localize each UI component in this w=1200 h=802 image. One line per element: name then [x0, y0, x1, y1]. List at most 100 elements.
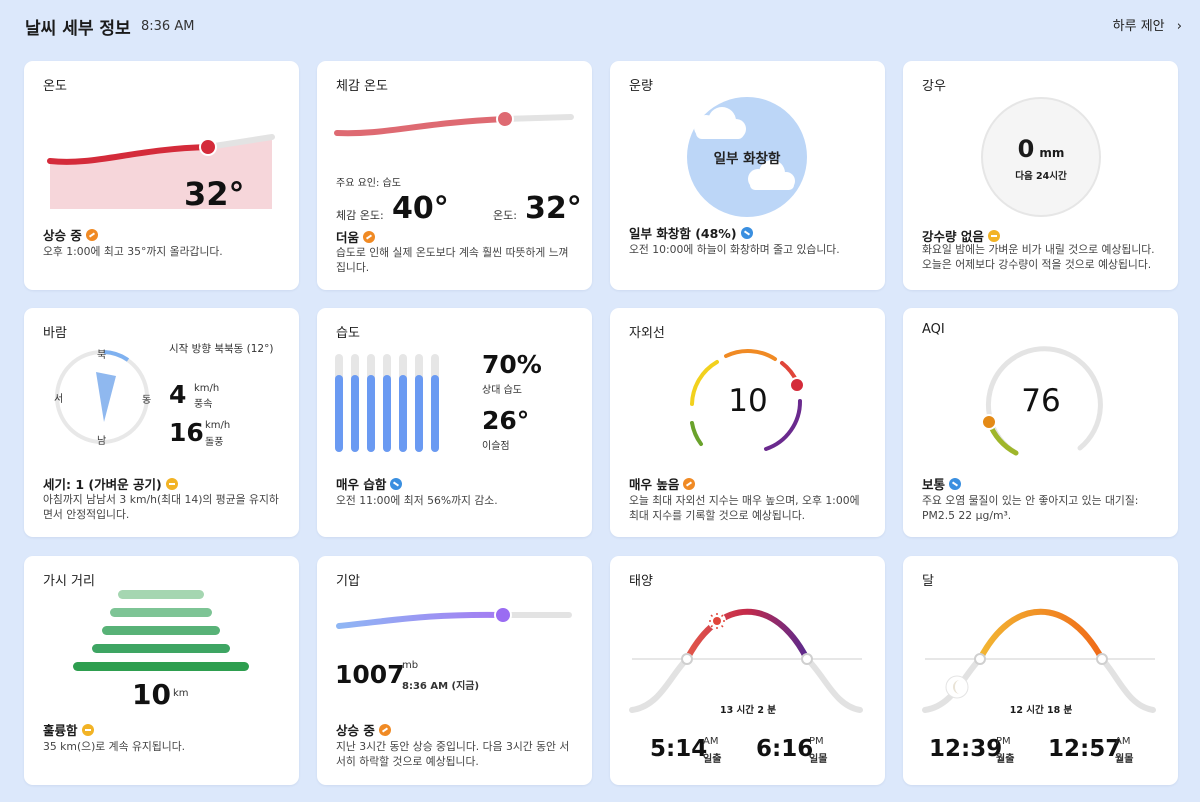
- cloud-cover-chart: [687, 97, 807, 217]
- moon-duration: 12 시간 18 분: [1009, 705, 1073, 716]
- trend-up-icon: [85, 229, 98, 241]
- uv-status: 매우 높음: [629, 474, 696, 493]
- humidity-bars: [335, 354, 439, 452]
- rain-status: 강수량 없음: [922, 226, 1000, 245]
- card-title: 자외선: [629, 326, 665, 341]
- uv-segment-extreme: [764, 399, 803, 451]
- compass-east: 동: [142, 395, 152, 406]
- status-text: 상승 중: [43, 228, 82, 243]
- humidity-desc: 오전 11:00에 최저 56%까지 감소.: [336, 494, 498, 507]
- status-text: 강수량 없음: [922, 229, 984, 244]
- actual-temp-label: 온도:: [493, 209, 517, 222]
- wind-card[interactable]: 바람 북 동 남 서 시작 방향 북북동 (12°) 4 km/h 풍속 16 …: [24, 308, 299, 537]
- temperature-card[interactable]: 온도 32° 상승 중 오후 1:00에 최고 35°까지 올라갑니다.: [24, 61, 299, 290]
- uv-indicator-dot: [789, 377, 805, 393]
- temperature-status: 상승 중: [43, 225, 98, 244]
- rain-gauge-circle: [981, 97, 1101, 217]
- wind-arrow-icon: [96, 372, 116, 422]
- status-text: 일부 화창함 (48%): [629, 226, 737, 241]
- sun-path-track: [629, 608, 863, 713]
- wind-gust: 16: [169, 418, 204, 447]
- status-text: 더움: [336, 230, 360, 245]
- visibility-bar: [110, 608, 212, 617]
- daily-suggestion-link[interactable]: 하루 제안 ›: [1113, 15, 1182, 34]
- moon-card[interactable]: 달 12 시간 18 분 12:39 PM 월출 12:57 AM 월몰: [903, 556, 1178, 785]
- trend-steady-icon: [81, 724, 94, 736]
- sunrise-label: 일출: [703, 754, 722, 765]
- moonrise-label: 월출: [996, 754, 1015, 765]
- dew-point-label: 이슬점: [482, 441, 510, 452]
- sunset-label: 일몰: [809, 754, 828, 765]
- pressure-now-dot: [494, 606, 512, 624]
- feels-factor: 주요 요인: 습도: [336, 178, 401, 189]
- feels-like-card[interactable]: 체감 온도 주요 요인: 습도 체감 온도: 40° 온도: 32° 더움 습도…: [317, 61, 592, 290]
- status-text: 매우 습함: [336, 477, 387, 492]
- pressure-value: 1007: [335, 660, 405, 689]
- uv-index-card[interactable]: 자외선 10 매우 높음 오늘 최대 자외선 지수는 매우 높으며, 오후 1:…: [610, 308, 885, 537]
- cloud-status: 일부 화창함 (48%): [629, 223, 753, 242]
- trend-up-icon: [378, 724, 391, 736]
- wind-gust-unit: km/h: [205, 420, 231, 431]
- moonset-label: 월몰: [1115, 754, 1134, 765]
- moon-icon: [945, 675, 969, 699]
- pressure-status: 상승 중: [336, 720, 391, 739]
- card-title: 운량: [629, 79, 653, 94]
- humidity-card[interactable]: 습도 70% 상대 습도 26° 이슬점 매우 습함 오전 11:00에 최저 …: [317, 308, 592, 537]
- card-title: 체감 온도: [336, 79, 388, 94]
- card-title: 습도: [336, 326, 360, 341]
- cloud-cover-card[interactable]: 운량 일부 화창함 일부 화창함 (48%) 오전 10:00에 하늘이 화창하…: [610, 61, 885, 290]
- visibility-card[interactable]: 가시 거리 10 km 훌륭함 35 km(으)로 계속 유지됩니다.: [24, 556, 299, 785]
- pressure-chart: [336, 606, 572, 629]
- card-title: 강우: [922, 79, 946, 94]
- compass-ring: [55, 350, 149, 444]
- moon-visible-arc: [977, 608, 1105, 661]
- aqi-card[interactable]: AQI 76 보통 주요 오염 물질이 있는 안 좋아지고 있는 대기질: PM…: [903, 308, 1178, 537]
- temperature-chart: [47, 134, 275, 209]
- visibility-status: 훌륭함: [43, 720, 94, 739]
- card-title: 가시 거리: [43, 574, 95, 589]
- header-bar: 날씨 세부 정보 8:36 AM 하루 제안 ›: [0, 0, 1200, 52]
- aqi-gauge: [981, 346, 1103, 456]
- sunset-time: 6:16: [756, 736, 814, 762]
- moonset-time: 12:57: [1048, 736, 1122, 762]
- sun-icon: [708, 612, 726, 630]
- page-title: 날씨 세부 정보: [25, 19, 131, 39]
- rain-period: 다음 24시간: [1015, 171, 1067, 182]
- sunrise-time: 5:14: [650, 736, 708, 762]
- uv-desc: 오늘 최대 자외선 지수는 매우 높으며, 오후 1:00에 최대 지수를 기록…: [629, 494, 860, 522]
- wind-speed-unit: km/h: [194, 383, 220, 394]
- cloud-center-text: 일부 화창함: [713, 151, 781, 167]
- temperature-past-line: [47, 144, 211, 165]
- wind-status: 세기: 1 (가벼운 공기): [43, 474, 178, 493]
- visibility-bar: [118, 590, 204, 599]
- humidity-status: 매우 습함: [336, 474, 403, 493]
- status-text: 훌륭함: [43, 723, 78, 738]
- pressure-time: 8:36 AM (지금): [402, 681, 480, 692]
- compass-west: 서: [54, 394, 64, 405]
- sun-card[interactable]: 태양 13 시간 2 분 5:14 AM 일출 6:16 PM: [610, 556, 885, 785]
- pressure-desc: 지난 3시간 동안 상승 중입니다. 다음 3시간 동안 서서히 하락할 것으로…: [336, 740, 570, 768]
- daylight-duration: 13 시간 2 분: [720, 705, 776, 716]
- pressure-card[interactable]: 기압 1007 mb 8:36 AM (지금) 상승 중 지난 3시간 동안 상…: [317, 556, 592, 785]
- sun-daylight-arc: [684, 608, 810, 661]
- humidity-bar-fills: [335, 375, 439, 452]
- aqi-status: 보통: [922, 474, 962, 493]
- moonset-ampm: AM: [1115, 736, 1131, 747]
- temperature-desc: 오후 1:00에 최고 35°까지 올라갑니다.: [43, 245, 223, 258]
- page-time: 8:36 AM: [141, 19, 195, 34]
- precipitation-card[interactable]: 강우 0 mm 다음 24시간 강수량 없음 화요일 밤에는 가벼운 비가 내릴…: [903, 61, 1178, 290]
- trend-steady-icon: [987, 230, 1000, 242]
- rain-unit: mm: [1039, 146, 1065, 160]
- feels-label: 체감 온도:: [336, 209, 384, 222]
- card-title: 달: [922, 574, 934, 589]
- wind-speed-label: 풍속: [194, 399, 213, 410]
- feels-value: 40°: [392, 191, 449, 226]
- status-text: 상승 중: [336, 723, 375, 738]
- uv-value: 10: [728, 383, 768, 419]
- cloud-desc: 오전 10:00에 하늘이 화창하며 줄고 있습니다.: [629, 243, 840, 256]
- card-title: 태양: [629, 574, 653, 589]
- visibility-value: 10: [132, 678, 171, 711]
- compass-north: 북: [97, 350, 107, 361]
- uv-gauge: [690, 348, 805, 451]
- wind-direction-arc: [103, 350, 130, 362]
